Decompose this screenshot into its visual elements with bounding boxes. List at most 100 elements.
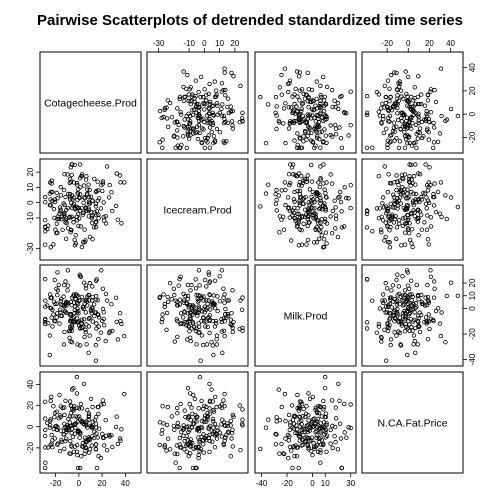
data-point xyxy=(337,125,342,130)
data-point xyxy=(47,333,53,338)
data-point xyxy=(175,143,180,148)
data-point xyxy=(328,214,333,219)
data-point xyxy=(160,312,165,317)
data-point xyxy=(186,323,191,328)
data-point xyxy=(381,130,387,136)
data-point xyxy=(51,206,57,212)
data-point xyxy=(83,327,88,332)
data-point xyxy=(190,107,195,113)
panel-frame xyxy=(254,371,357,474)
data-point xyxy=(290,444,296,449)
data-point xyxy=(443,340,448,345)
data-point xyxy=(386,240,391,245)
data-point xyxy=(199,398,204,404)
data-point xyxy=(299,106,304,112)
data-point xyxy=(96,312,101,318)
data-point xyxy=(88,396,94,402)
data-point xyxy=(286,104,291,110)
data-point xyxy=(426,180,431,185)
data-point xyxy=(58,193,64,198)
data-point xyxy=(384,211,389,216)
data-point xyxy=(57,307,63,312)
data-point xyxy=(223,93,228,98)
data-point xyxy=(188,311,193,316)
data-point xyxy=(323,230,329,235)
data-point xyxy=(309,205,314,210)
data-point xyxy=(57,448,63,454)
data-point xyxy=(240,110,245,116)
data-point xyxy=(64,216,69,221)
data-point xyxy=(118,438,123,443)
data-point xyxy=(212,445,218,450)
data-point xyxy=(263,140,269,146)
data-point xyxy=(169,414,174,419)
data-point xyxy=(52,415,57,420)
data-point xyxy=(167,447,173,452)
tick-label: 20 xyxy=(425,39,434,48)
data-point xyxy=(313,216,318,221)
data-point xyxy=(307,187,313,192)
data-point xyxy=(186,318,192,324)
data-point xyxy=(431,120,436,126)
data-point xyxy=(65,191,71,197)
data-point xyxy=(286,126,292,131)
data-point xyxy=(196,406,201,411)
data-point xyxy=(279,92,284,97)
data-point xyxy=(291,118,297,124)
data-point xyxy=(230,126,235,131)
data-point xyxy=(273,110,278,115)
data-point xyxy=(306,220,311,225)
data-point xyxy=(188,288,193,293)
data-point xyxy=(52,301,58,307)
data-point xyxy=(310,140,316,145)
data-point xyxy=(83,445,89,451)
data-point xyxy=(292,138,297,143)
data-point xyxy=(416,111,421,116)
data-point xyxy=(391,125,397,130)
data-point xyxy=(413,140,418,145)
data-point xyxy=(395,293,400,298)
data-point xyxy=(162,444,167,449)
data-point xyxy=(86,324,92,329)
data-point xyxy=(100,179,106,184)
data-point xyxy=(58,313,63,318)
data-point xyxy=(405,103,410,108)
data-point xyxy=(74,391,80,396)
data-point xyxy=(62,446,67,451)
data-point xyxy=(51,242,56,247)
data-point xyxy=(395,272,400,277)
data-point xyxy=(321,118,326,123)
data-point xyxy=(313,407,318,413)
data-point xyxy=(182,447,187,452)
data-point xyxy=(198,94,203,100)
data-point xyxy=(287,208,293,214)
data-point xyxy=(197,293,203,298)
data-point xyxy=(322,127,327,132)
data-point xyxy=(324,241,329,246)
data-point xyxy=(230,123,235,128)
data-point xyxy=(230,325,235,331)
data-point xyxy=(228,423,233,428)
data-point xyxy=(58,414,63,420)
data-point xyxy=(230,427,235,433)
data-point xyxy=(48,417,53,422)
data-point xyxy=(60,227,65,232)
data-point xyxy=(323,194,329,200)
data-point xyxy=(319,232,324,238)
data-point xyxy=(74,300,80,306)
data-point xyxy=(200,94,206,100)
data-point xyxy=(174,443,179,448)
data-point xyxy=(404,202,410,208)
data-point xyxy=(238,83,243,89)
data-point xyxy=(56,216,61,222)
data-point xyxy=(193,78,199,83)
data-point xyxy=(206,272,212,277)
data-point xyxy=(65,416,71,422)
data-point xyxy=(433,209,439,215)
data-point xyxy=(82,334,87,340)
data-point xyxy=(96,215,101,221)
data-point xyxy=(258,446,263,452)
data-point xyxy=(68,179,74,184)
data-point xyxy=(228,322,233,327)
data-point xyxy=(287,444,293,450)
